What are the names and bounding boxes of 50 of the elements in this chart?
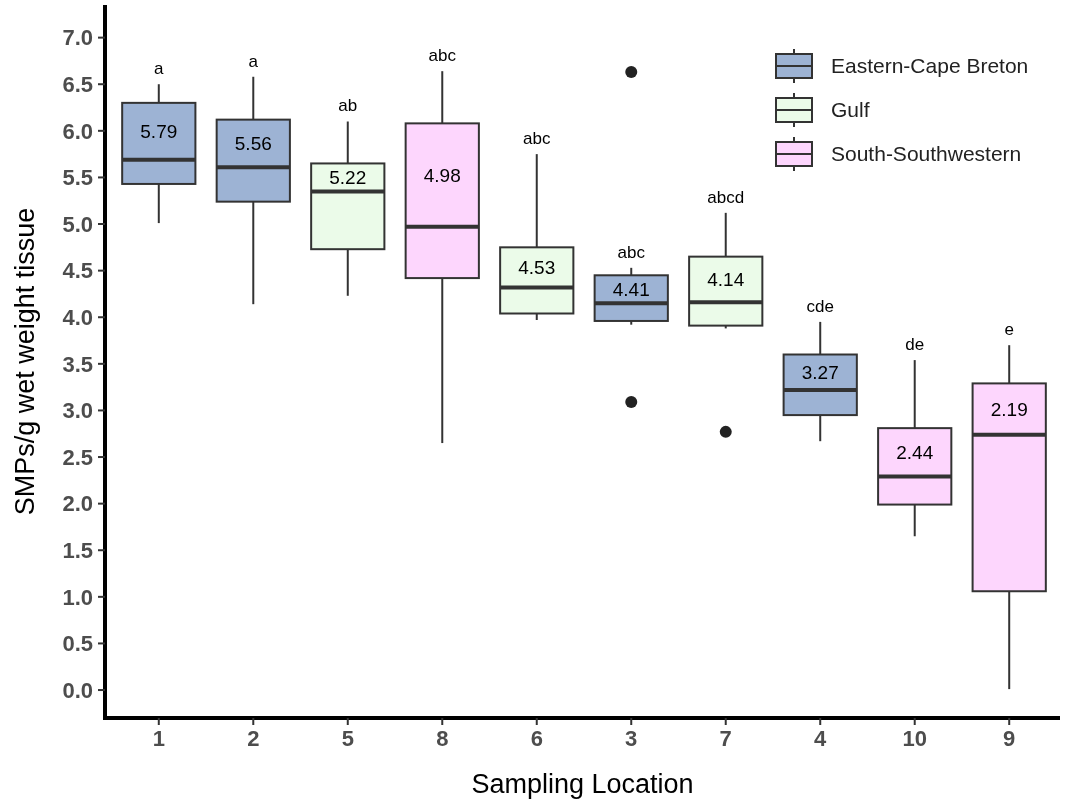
annotation: de bbox=[905, 335, 925, 355]
y-tick-label: 0.0 bbox=[62, 677, 93, 703]
y-tick-label: 3.5 bbox=[62, 351, 93, 377]
y-tick-label: 6.5 bbox=[62, 71, 93, 97]
x-tick-label: 5 bbox=[341, 726, 354, 751]
annotation: ab bbox=[338, 96, 358, 116]
annotation: 4.98 bbox=[423, 164, 461, 186]
annotation: 5.79 bbox=[140, 120, 178, 142]
y-tick-label: 1.5 bbox=[62, 537, 93, 563]
annotation: 5.56 bbox=[234, 133, 272, 155]
annotation: abc bbox=[428, 46, 457, 66]
y-tick-label: 2.5 bbox=[62, 444, 93, 470]
y-tick-label: 1.0 bbox=[62, 584, 93, 610]
y-tick-label: 6.0 bbox=[62, 118, 93, 144]
x-tick-label: 3 bbox=[625, 726, 638, 751]
annotation: abc bbox=[523, 129, 551, 149]
x-tick-label: 10 bbox=[902, 726, 927, 751]
annotation: abcd bbox=[707, 187, 745, 207]
legend-label: South-Southwestern bbox=[831, 142, 1022, 166]
annotation: 5.22 bbox=[329, 167, 367, 189]
annotation: 3.27 bbox=[801, 361, 839, 383]
y-tick-label: 4.5 bbox=[62, 258, 93, 284]
y-axis-title: SMPs/g wet weight tissue bbox=[10, 207, 40, 516]
annotation: 4.14 bbox=[707, 269, 745, 291]
x-tick-label: 6 bbox=[530, 726, 543, 751]
y-tick-label: 4.0 bbox=[62, 304, 93, 330]
annotation: e bbox=[1004, 320, 1014, 340]
annotation: a bbox=[248, 51, 259, 71]
legend-label: Eastern-Cape Breton bbox=[831, 54, 1029, 78]
annotation: abc bbox=[617, 242, 646, 262]
legend-label: Gulf bbox=[831, 98, 870, 122]
x-axis-title: Sampling Location bbox=[471, 769, 694, 799]
y-tick-label: 7.0 bbox=[62, 25, 93, 51]
y-tick-label: 5.5 bbox=[62, 165, 93, 191]
y-tick-label: 3.0 bbox=[62, 398, 93, 424]
annotation: a bbox=[154, 59, 165, 79]
annotation: 2.44 bbox=[896, 442, 934, 464]
annotation: 4.41 bbox=[612, 278, 650, 300]
x-tick-label: 1 bbox=[152, 726, 165, 751]
x-tick-label: 7 bbox=[719, 726, 732, 751]
x-tick-label: 2 bbox=[247, 726, 260, 751]
x-tick-label: 8 bbox=[436, 726, 449, 751]
annotation: 4.53 bbox=[518, 257, 556, 279]
y-tick-label: 0.5 bbox=[62, 631, 93, 657]
x-tick-label: 4 bbox=[814, 726, 828, 751]
y-tick-label: 2.0 bbox=[62, 491, 93, 517]
annotation: cde bbox=[806, 296, 834, 316]
x-tick-label: 9 bbox=[1003, 726, 1016, 751]
annotation: 2.19 bbox=[990, 398, 1028, 420]
y-tick-label: 5.0 bbox=[62, 211, 93, 237]
